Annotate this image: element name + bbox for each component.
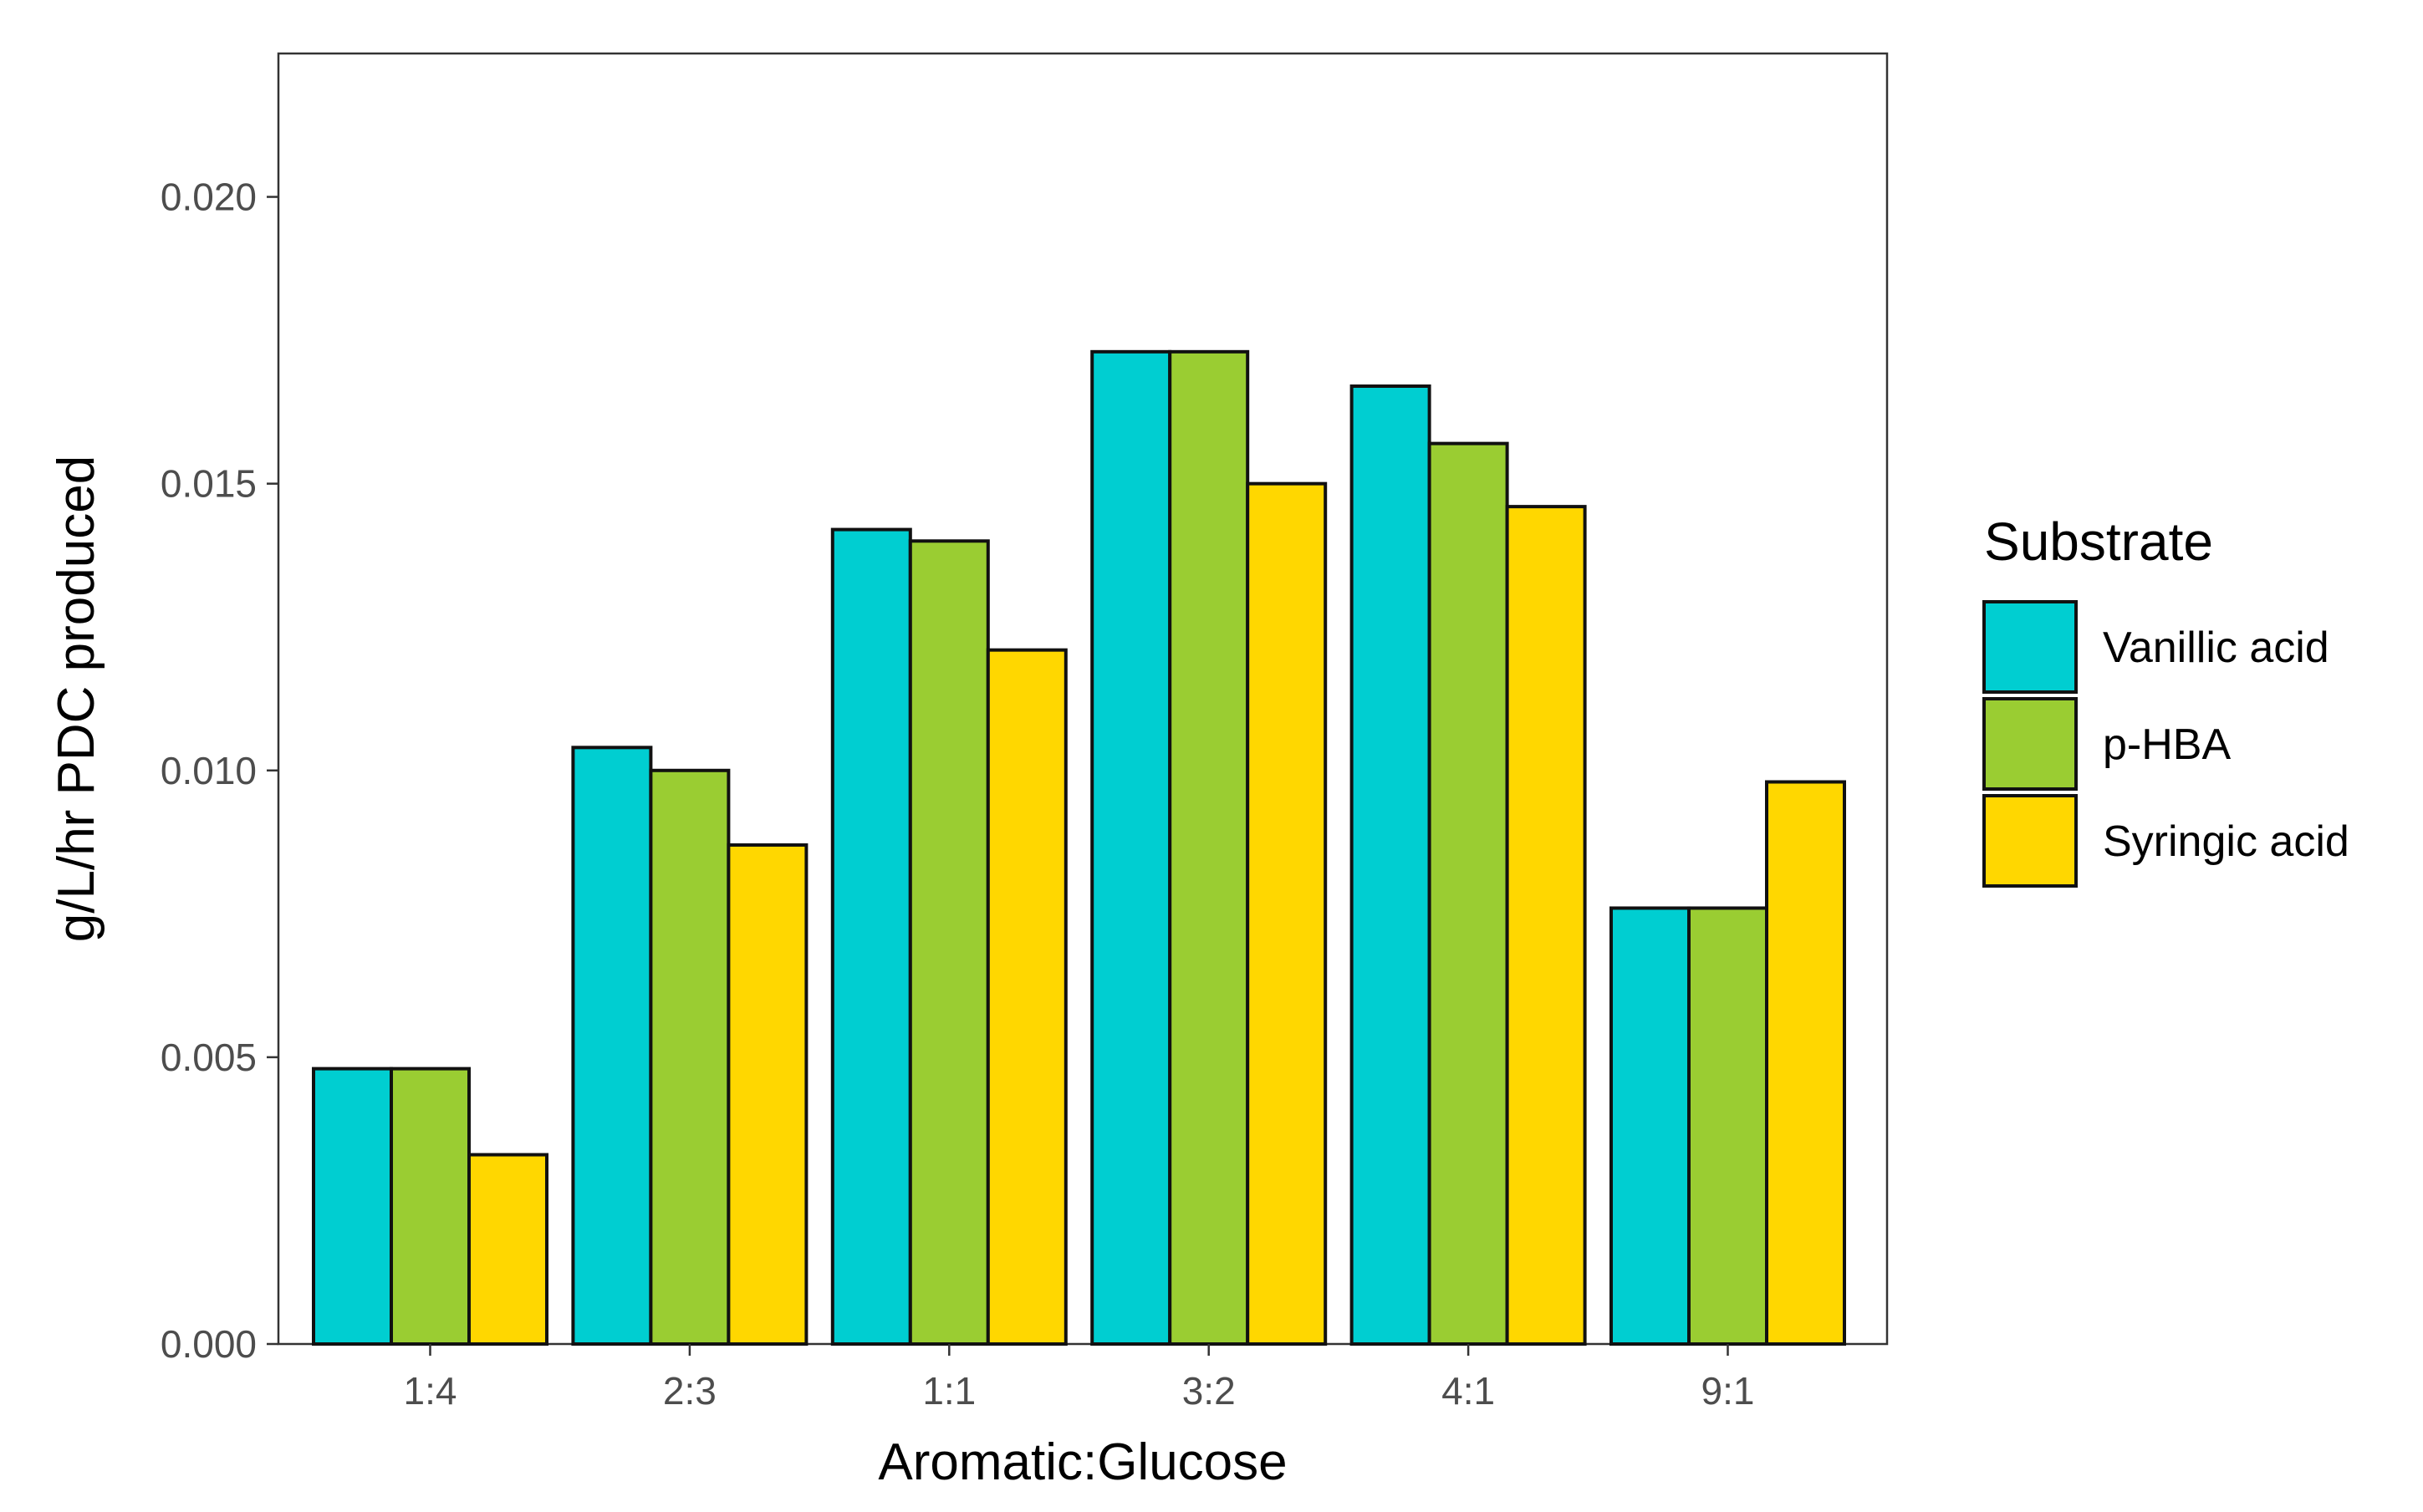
legend-key-vanillic-acid xyxy=(1982,600,2078,694)
y-tick-label: 0.015 xyxy=(161,462,257,506)
bar-4-1-p-hba xyxy=(1427,441,1509,1346)
bar-3-2-syringic-acid xyxy=(1246,481,1328,1347)
bar-2-3-syringic-acid xyxy=(727,843,809,1346)
x-tick-label: 1:1 xyxy=(922,1369,976,1413)
legend: Substrate Vanillic acid p-HBA Syringic aci… xyxy=(1982,512,2349,888)
x-axis: 1:4 2:3 1:1 3:2 4:1 9:1 xyxy=(404,1344,1755,1413)
bar-1-1-syringic-acid xyxy=(986,648,1068,1346)
legend-label: Vanillic acid xyxy=(2103,624,2329,672)
y-tick-label: 0.010 xyxy=(161,749,257,792)
x-tick-label: 4:1 xyxy=(1441,1369,1495,1413)
legend-key-syringic-acid xyxy=(1982,794,2078,888)
x-tick-label: 3:2 xyxy=(1182,1369,1236,1413)
bar-4-1-vanillic-acid xyxy=(1349,384,1431,1346)
bar-1-1-vanillic-acid xyxy=(830,527,912,1346)
legend-key-p-hba xyxy=(1982,697,2078,791)
x-tick-label: 2:3 xyxy=(663,1369,717,1413)
y-tick-label: 0.005 xyxy=(161,1036,257,1079)
bar-4-1-syringic-acid xyxy=(1505,505,1587,1346)
x-tick-label: 9:1 xyxy=(1701,1369,1755,1413)
bar-3-2-vanillic-acid xyxy=(1090,349,1172,1346)
bar-2-3-p-hba xyxy=(649,768,731,1346)
bar-1-1-p-hba xyxy=(908,539,990,1346)
x-tick-label: 1:4 xyxy=(404,1369,457,1413)
legend-label: p-HBA xyxy=(2103,720,2231,769)
bar-2-3-vanillic-acid xyxy=(571,746,653,1346)
bar-1-4-vanillic-acid xyxy=(312,1067,393,1346)
bar-1-4-p-hba xyxy=(390,1067,471,1346)
bar-1-4-syringic-acid xyxy=(467,1153,548,1346)
legend-label: Syringic acid xyxy=(2103,817,2349,866)
bar-9-1-vanillic-acid xyxy=(1609,906,1691,1346)
y-axis-title: g/L/hr PDC produced xyxy=(48,456,105,942)
bar-3-2-p-hba xyxy=(1168,349,1250,1346)
bar-9-1-syringic-acid xyxy=(1765,780,1846,1346)
bars-layer xyxy=(312,349,1846,1347)
bar-9-1-p-hba xyxy=(1687,906,1768,1346)
y-tick-label: 0.020 xyxy=(161,176,257,219)
x-axis-title: Aromatic:Glucose xyxy=(878,1433,1287,1491)
legend-title: Substrate xyxy=(1984,512,2213,572)
y-axis: 0.000 0.005 0.010 0.015 0.020 xyxy=(161,176,278,1366)
y-tick-label: 0.000 xyxy=(161,1322,257,1366)
